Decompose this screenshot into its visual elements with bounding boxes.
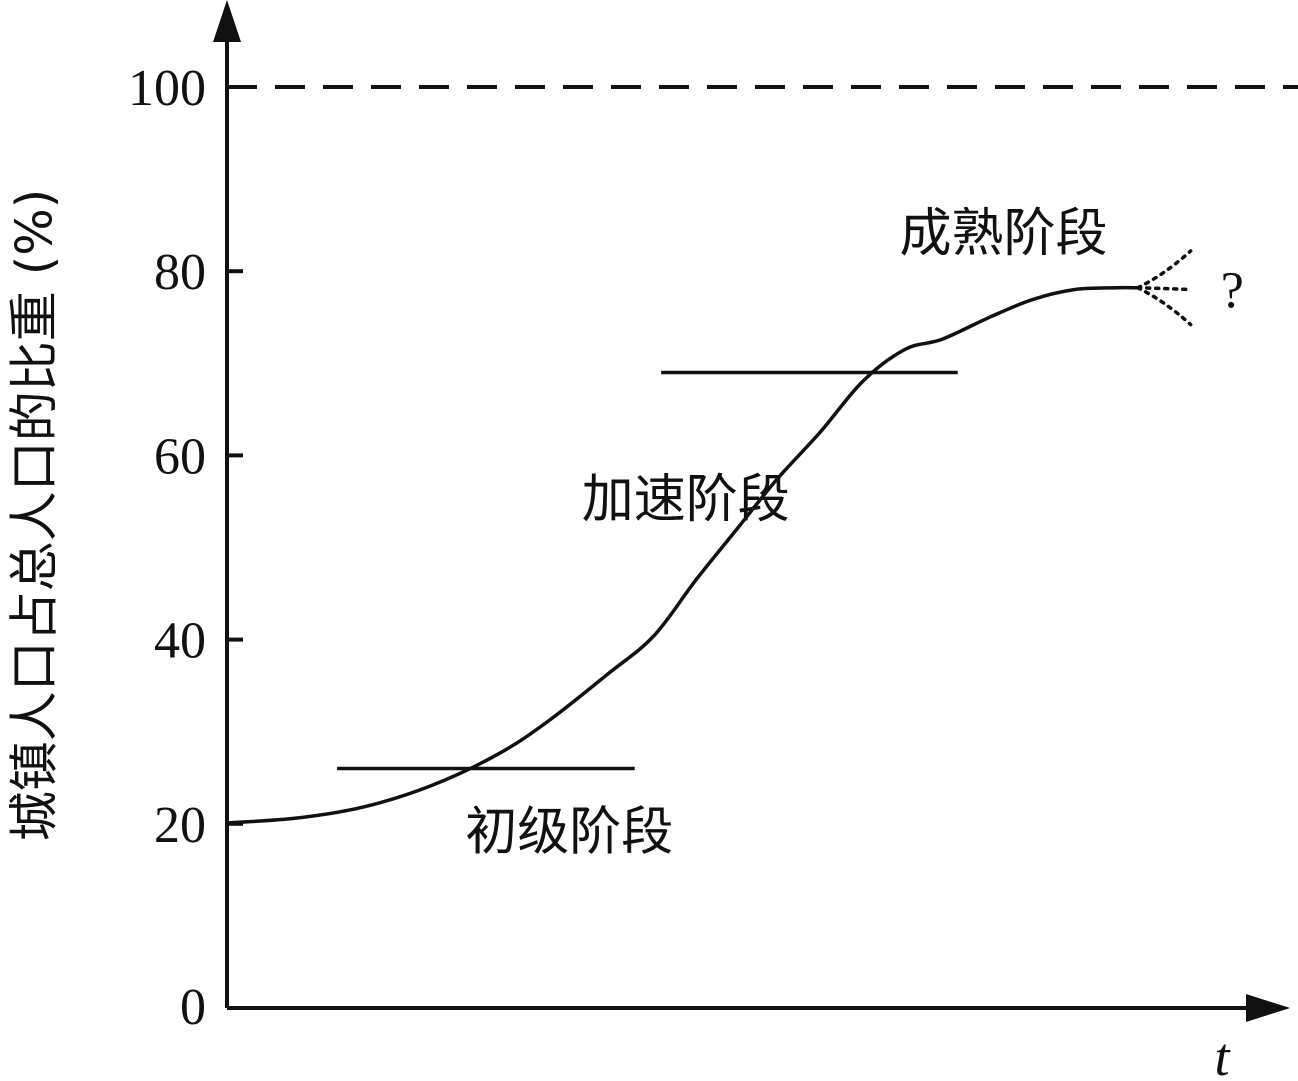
y-ticks: 0 20 40 60 80 100 <box>128 60 243 1036</box>
y-tick-label: 0 <box>180 979 206 1036</box>
stage-label: 初级阶段 <box>465 803 673 863</box>
stage-threshold-lines <box>337 370 958 771</box>
y-axis-arrow-icon <box>213 0 241 42</box>
stage-label: 加速阶段 <box>582 470 790 530</box>
projection-branch <box>1135 249 1193 290</box>
stage-label: 成熟阶段 <box>899 204 1107 264</box>
x-axis-arrow-icon <box>1246 994 1290 1022</box>
future-projection <box>1135 249 1193 327</box>
stage-labels: 初级阶段 加速阶段 成熟阶段 <box>465 204 1107 863</box>
x-axis-label: t <box>1214 1027 1231 1081</box>
projection-question-mark: ? <box>1221 263 1244 320</box>
y-tick-label: 20 <box>154 797 206 854</box>
y-tick-label: 40 <box>154 613 206 670</box>
urbanization-curve <box>225 285 1140 825</box>
y-tick-label: 100 <box>128 60 206 117</box>
y-axis-title: 城镇人口占总人口的比重 (%) <box>6 189 64 841</box>
projection-branch <box>1135 286 1193 292</box>
projection-branch <box>1135 286 1193 327</box>
y-tick-label: 80 <box>154 244 206 301</box>
y-tick-label: 60 <box>154 428 206 485</box>
